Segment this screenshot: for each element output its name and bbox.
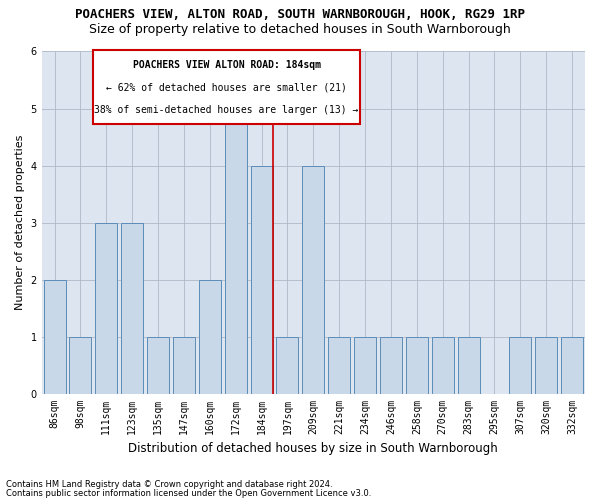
Bar: [432, 336, 454, 394]
Bar: [251, 166, 272, 394]
Bar: [44, 280, 65, 394]
Y-axis label: Number of detached properties: Number of detached properties: [15, 135, 25, 310]
Bar: [121, 222, 143, 394]
Bar: [380, 336, 402, 394]
Bar: [561, 336, 583, 394]
Bar: [173, 336, 195, 394]
X-axis label: Distribution of detached houses by size in South Warnborough: Distribution of detached houses by size …: [128, 442, 498, 455]
Bar: [147, 336, 169, 394]
Text: 38% of semi-detached houses are larger (13) →: 38% of semi-detached houses are larger (…: [94, 104, 359, 115]
Bar: [406, 336, 428, 394]
Bar: [277, 336, 298, 394]
Bar: [225, 108, 247, 394]
Bar: [458, 336, 479, 394]
Text: POACHERS VIEW, ALTON ROAD, SOUTH WARNBOROUGH, HOOK, RG29 1RP: POACHERS VIEW, ALTON ROAD, SOUTH WARNBOR…: [75, 8, 525, 20]
Text: Size of property relative to detached houses in South Warnborough: Size of property relative to detached ho…: [89, 22, 511, 36]
Bar: [70, 336, 91, 394]
Bar: [95, 222, 118, 394]
Bar: [302, 166, 325, 394]
Text: Contains public sector information licensed under the Open Government Licence v3: Contains public sector information licen…: [6, 490, 371, 498]
Bar: [328, 336, 350, 394]
Text: POACHERS VIEW ALTON ROAD: 184sqm: POACHERS VIEW ALTON ROAD: 184sqm: [133, 60, 320, 70]
Text: ← 62% of detached houses are smaller (21): ← 62% of detached houses are smaller (21…: [106, 82, 347, 92]
Text: Contains HM Land Registry data © Crown copyright and database right 2024.: Contains HM Land Registry data © Crown c…: [6, 480, 332, 489]
Bar: [199, 280, 221, 394]
Bar: [354, 336, 376, 394]
Bar: [535, 336, 557, 394]
Bar: [509, 336, 532, 394]
FancyBboxPatch shape: [94, 50, 360, 124]
